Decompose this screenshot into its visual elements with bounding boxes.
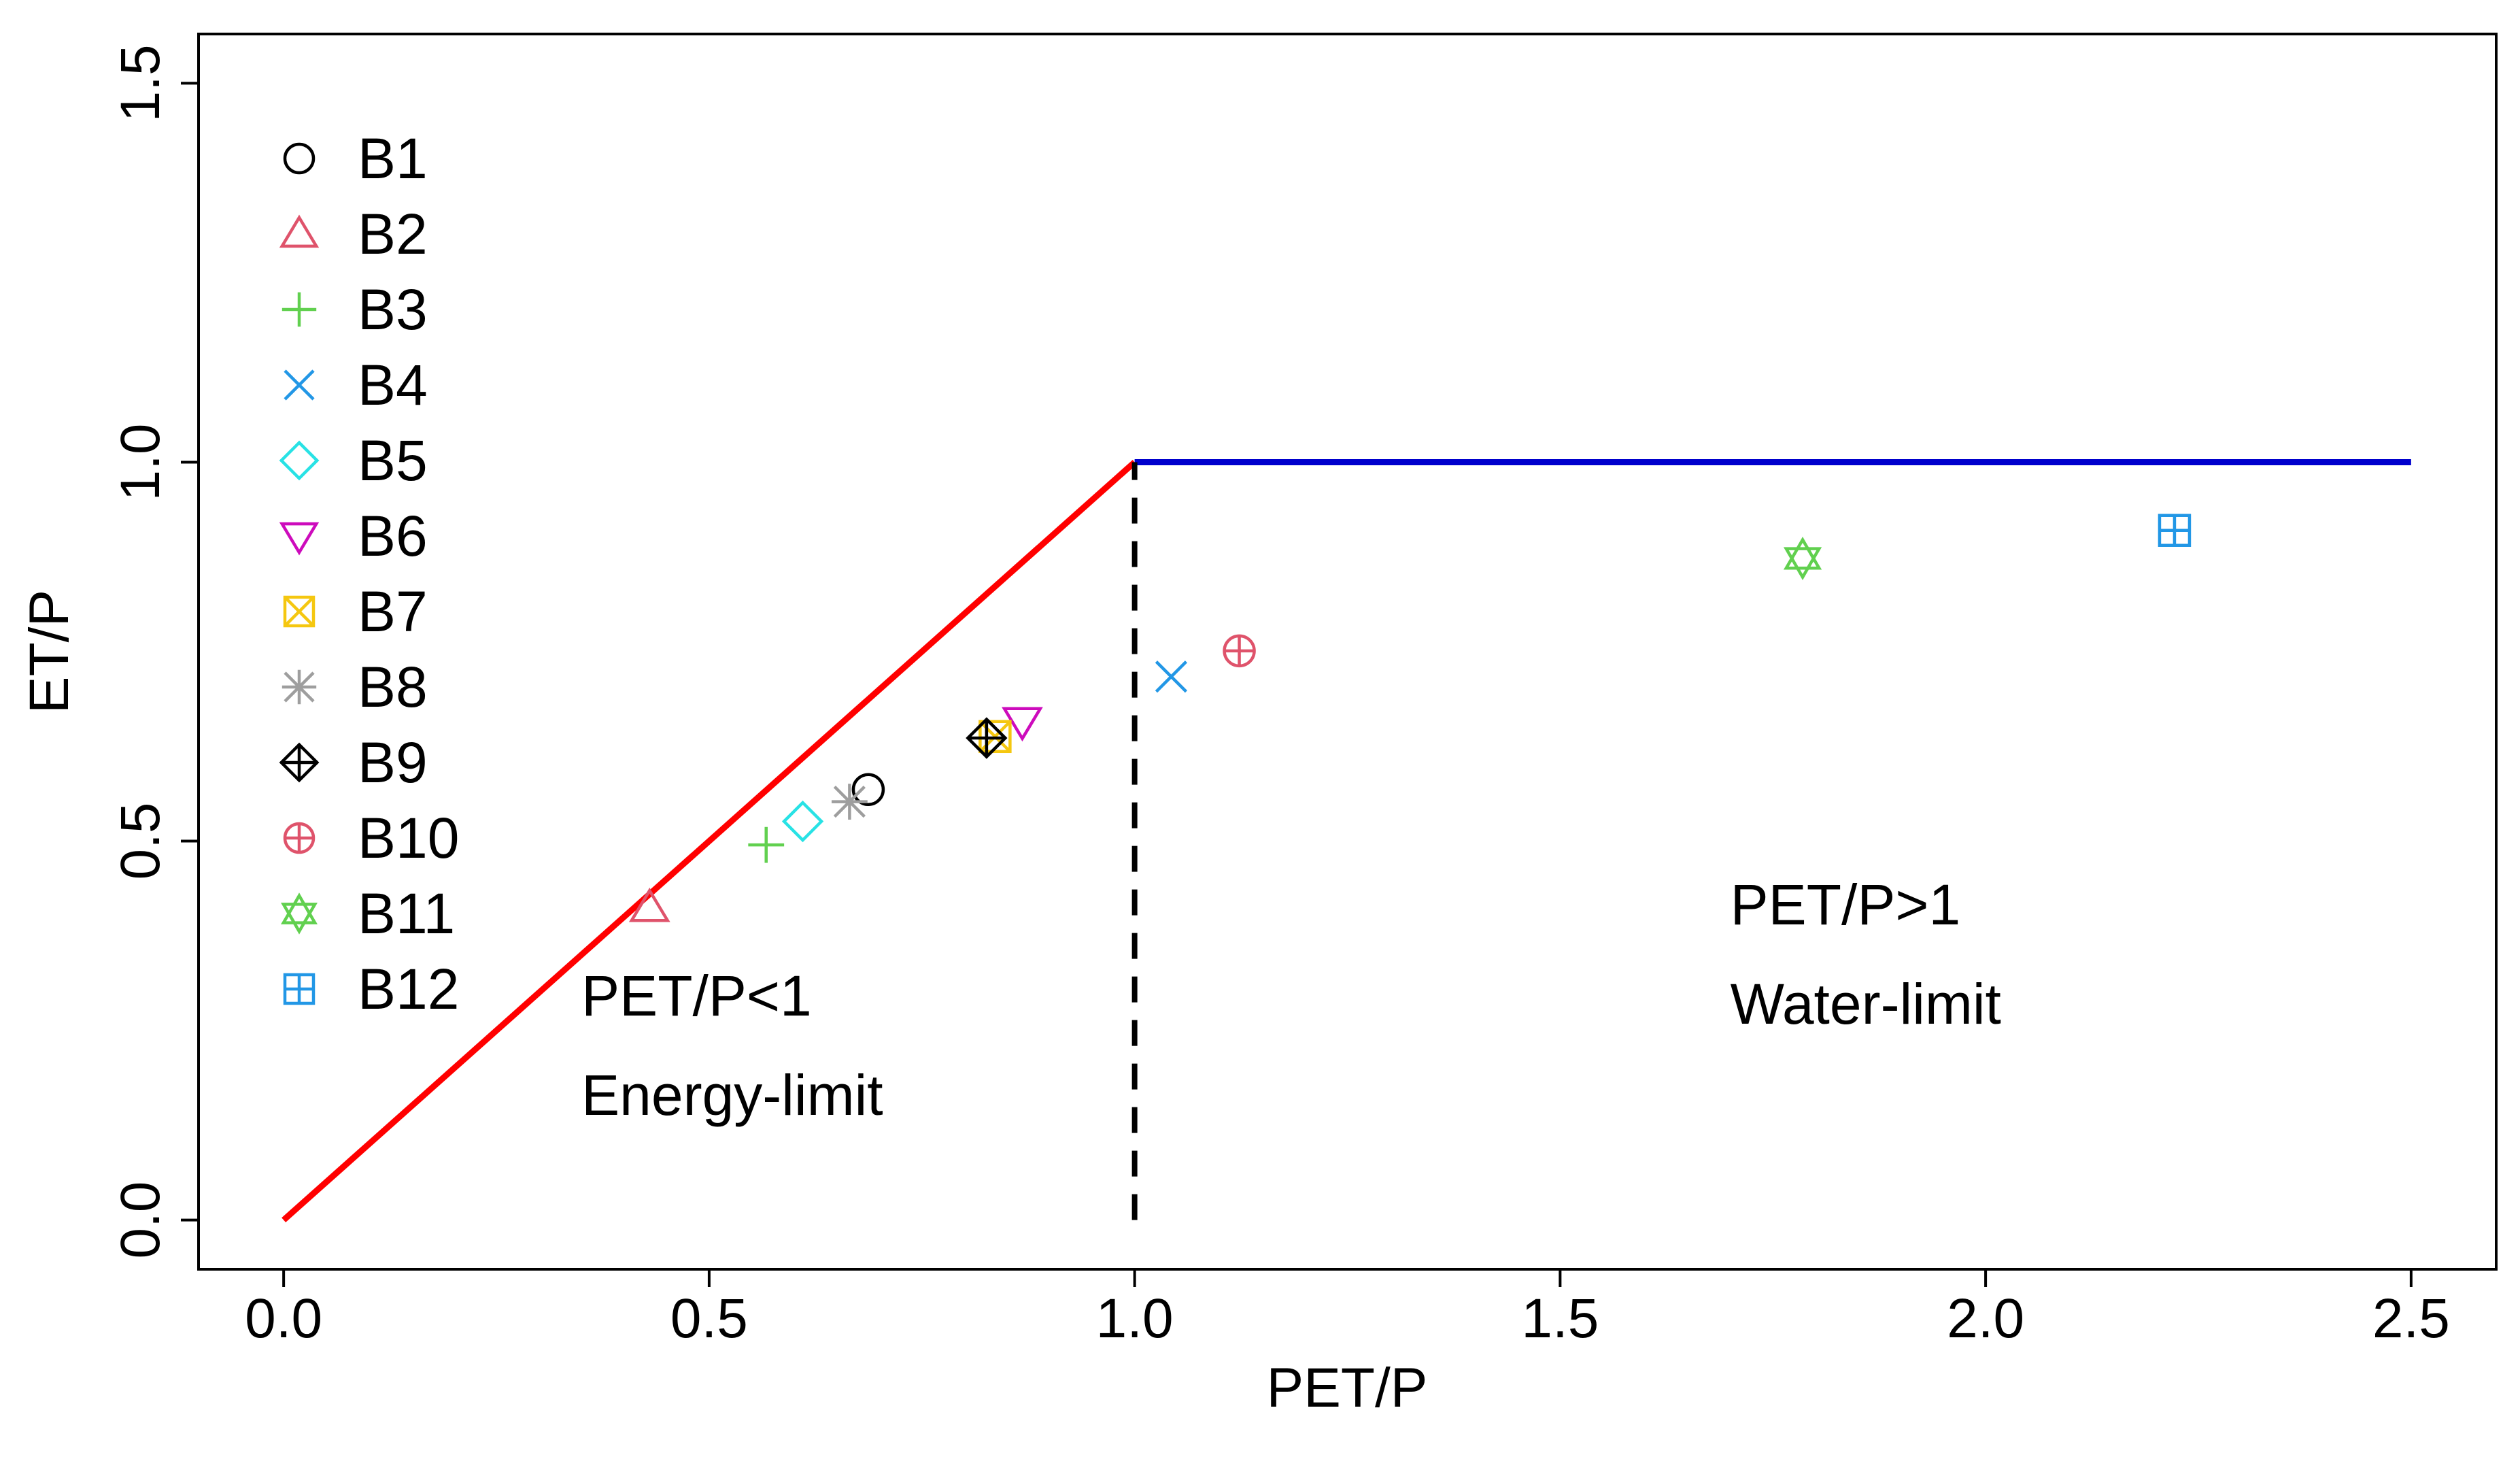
x-tick-label: 2.5 (2372, 1288, 2450, 1350)
legend-label-b8: B8 (358, 655, 428, 719)
y-tick-label: 1.5 (109, 44, 171, 122)
x-tick-label: 0.0 (245, 1288, 322, 1350)
point-b3 (748, 826, 785, 863)
legend-label-b7: B7 (358, 580, 428, 643)
triangle-up-symbol (1783, 536, 1822, 570)
reference-lines (282, 458, 2411, 1222)
legend-symbol-b3 (282, 292, 317, 327)
point-b9 (966, 717, 1008, 759)
legend-label-b2: B2 (358, 202, 428, 266)
y-tick-label: 0.5 (109, 803, 171, 880)
energy-limit-line (282, 460, 1137, 1222)
x-tick-label: 1.5 (1521, 1288, 1599, 1350)
legend-label-b5: B5 (358, 429, 428, 492)
legend-symbol-b7 (283, 595, 316, 628)
x-tick-label: 0.5 (670, 1288, 748, 1350)
legend-symbol-b2 (279, 214, 320, 248)
data-points (628, 514, 2192, 922)
x-stroke-b (1155, 660, 1188, 693)
x-stroke-b (284, 596, 315, 627)
square-symbol (283, 595, 316, 628)
plot-frame (197, 33, 2498, 1271)
point-b4 (1155, 660, 1188, 693)
legend-symbol-b4 (284, 369, 315, 401)
legend-label-b12: B12 (358, 957, 459, 1021)
triangle-up-symbol (628, 887, 670, 922)
circle-symbol (283, 142, 316, 175)
point-b5 (781, 800, 824, 843)
diamond-symbol (781, 800, 824, 843)
annotation-energy-line-1: PET/P<1 (581, 964, 812, 1028)
triangle-up-symbol (279, 214, 320, 248)
x-tick-label: 2.0 (1947, 1288, 2024, 1350)
triangle-up-symbol (280, 892, 318, 924)
legend-label-b1: B1 (358, 127, 428, 190)
legend-symbol-b9 (279, 742, 320, 783)
point-b6 (1002, 707, 1043, 742)
point-b1 (851, 773, 885, 807)
annotation-water-line-2: Water-limit (1731, 972, 2001, 1036)
legend: B1 B2 B3 B4 B5 B6 B7 B8 B9 B10 B11 B12 (279, 127, 459, 1021)
legend-label-b10: B10 (358, 806, 459, 870)
y-tick-label: 0.0 (109, 1182, 171, 1259)
point-b2 (628, 887, 670, 922)
legend-label-b3: B3 (358, 278, 428, 341)
triangle-down-symbol (1783, 547, 1822, 580)
legend-label-b9: B9 (358, 731, 428, 794)
legend-label-b6: B6 (358, 504, 428, 568)
y-axis-label: ET/P (18, 590, 80, 714)
legend-label-b4: B4 (358, 353, 428, 417)
point-b8 (831, 784, 868, 820)
annotations: PET/P<1 Energy-limit PET/P>1 Water-limit (581, 873, 2001, 1127)
point-b11 (1783, 536, 1822, 580)
x-stroke-b (284, 369, 315, 401)
legend-symbol-b6 (279, 522, 320, 556)
legend-symbol-b10 (283, 822, 316, 854)
y-tick-label: 1.0 (109, 423, 171, 501)
annotation-water-line-1: PET/P>1 (1731, 873, 1961, 937)
legend-symbol-b5 (279, 440, 320, 481)
axes: 0.0 0.5 1.0 1.5 2.0 2.5 0.0 0.5 1.0 1.5 (109, 44, 2450, 1350)
circle-symbol (851, 773, 885, 807)
legend-symbol-b11 (280, 892, 318, 935)
point-b10 (1223, 634, 1256, 668)
legend-symbol-b1 (283, 142, 316, 175)
ast-b (284, 671, 315, 703)
triangle-down-symbol (280, 903, 318, 935)
x-axis-label: PET/P (1267, 1357, 1428, 1419)
x-tick-label: 1.0 (1096, 1288, 1174, 1350)
annotation-energy-line-2: Energy-limit (581, 1063, 883, 1127)
ast-b (833, 786, 866, 818)
legend-label-b11: B11 (358, 882, 455, 945)
point-b12 (2158, 514, 2192, 547)
triangle-down-symbol (1002, 707, 1043, 742)
triangle-down-symbol (279, 522, 320, 556)
legend-symbol-b8 (282, 669, 317, 705)
diamond-symbol (279, 440, 320, 481)
legend-symbol-b12 (283, 973, 316, 1005)
